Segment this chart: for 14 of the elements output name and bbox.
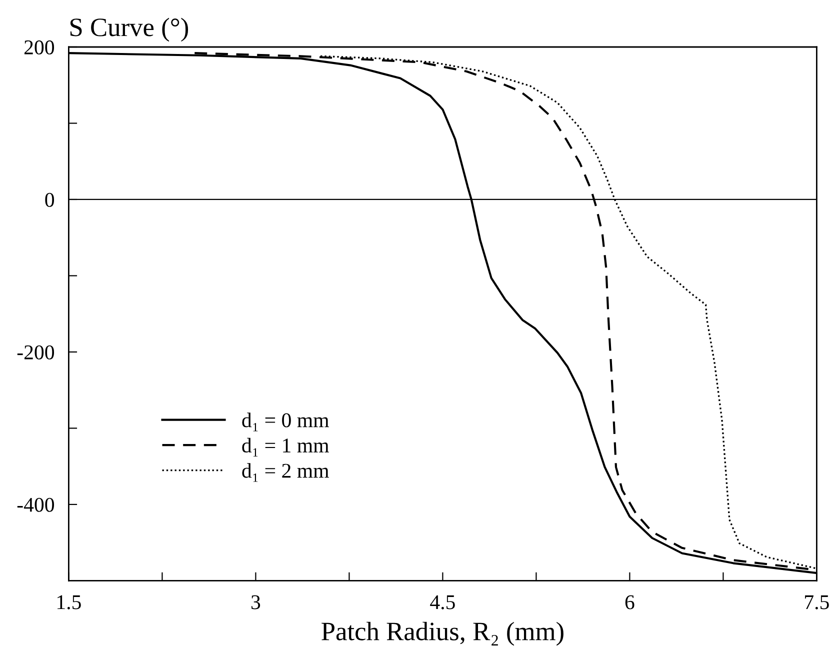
y-axis-title: S Curve (°): [70, 18, 188, 42]
y-tick-label: -200: [17, 345, 54, 360]
x-tick-label: 1.5: [58, 595, 81, 610]
legend-label: d₁ = 1 mm: [242, 438, 329, 457]
legend-label: d₁ = 2 mm: [242, 463, 329, 482]
legend-label: d₁ = 0 mm: [242, 412, 329, 432]
x-tick-label: 3: [251, 595, 260, 610]
x-tick-label: 7.5: [805, 595, 829, 610]
x-tick-label: 4.5: [430, 595, 455, 610]
y-tick-label: -400: [17, 498, 54, 512]
y-tick-label: 200: [24, 40, 54, 54]
y-tick-label: 0: [45, 192, 54, 207]
x-tick-label: 6: [625, 595, 634, 610]
x-axis-title: Patch Radius, R₂ (mm): [322, 622, 564, 646]
